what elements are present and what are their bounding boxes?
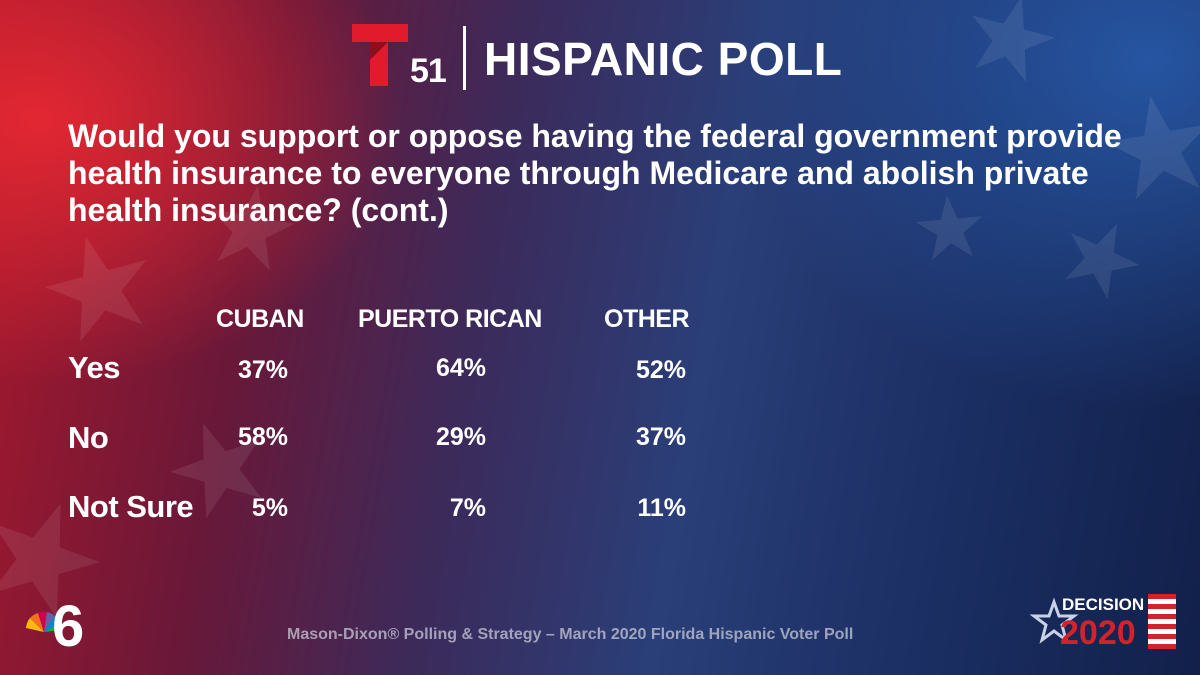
svg-text:6: 6: [52, 594, 84, 650]
decision-label: DECISION: [1062, 595, 1144, 614]
cell-yes-puerto-rican: 64%: [435, 354, 486, 382]
poll-title: HISPANIC POLL: [484, 33, 843, 85]
cell-no-cuban: 58%: [237, 423, 288, 451]
cell-no-puerto-rican: 29%: [435, 423, 486, 451]
decision-year: 2020: [1060, 614, 1136, 650]
cell-no-other: 37%: [635, 423, 686, 451]
cell-not-sure-cuban: 5%: [251, 494, 288, 522]
row-label-not-sure: Not Sure: [68, 489, 194, 524]
row-label-no: No: [68, 420, 109, 455]
source-citation: Mason-Dixon® Polling & Strategy – March …: [287, 626, 854, 643]
decision-2020-badge-icon: DECISION 2020: [1030, 594, 1176, 650]
station-number: 51: [410, 52, 447, 90]
telemundo-t-logo-icon: [352, 24, 408, 86]
cell-not-sure-puerto-rican: 7%: [449, 494, 486, 522]
header-divider: [463, 26, 466, 90]
row-label-yes: Yes: [68, 350, 120, 385]
column-header-other: OTHER: [604, 305, 690, 333]
column-header-cuban: CUBAN: [216, 305, 304, 333]
cell-yes-other: 52%: [635, 356, 686, 384]
nbc-peacock-6-logo-icon: 6: [26, 594, 84, 650]
cell-not-sure-other: 11%: [637, 494, 686, 522]
poll-question: Would you support or oppose having the f…: [68, 118, 1122, 228]
cell-yes-cuban: 37%: [237, 356, 288, 384]
column-header-puerto-rican: PUERTO RICAN: [358, 305, 542, 333]
